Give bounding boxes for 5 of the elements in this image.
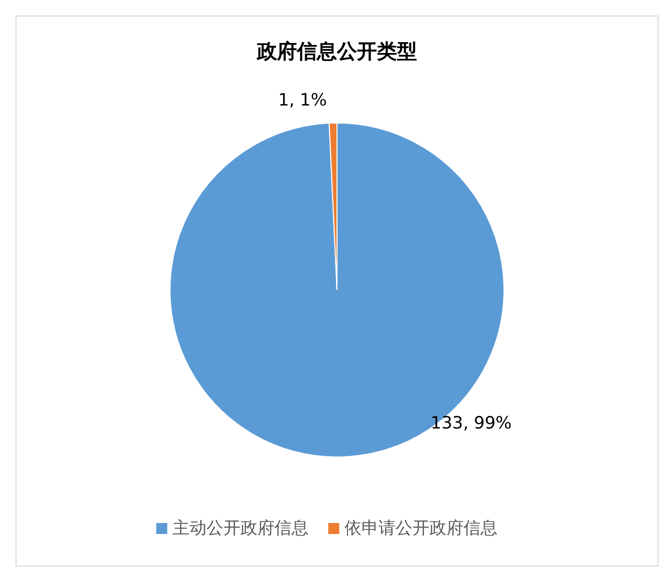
legend-label: 主动公开政府信息 [172, 518, 308, 539]
data-label: 133, 99% [430, 413, 512, 434]
data-label: 1, 1% [278, 90, 327, 111]
chart-title: 政府信息公开类型 [256, 39, 417, 63]
legend-label: 依申请公开政府信息 [344, 518, 498, 539]
